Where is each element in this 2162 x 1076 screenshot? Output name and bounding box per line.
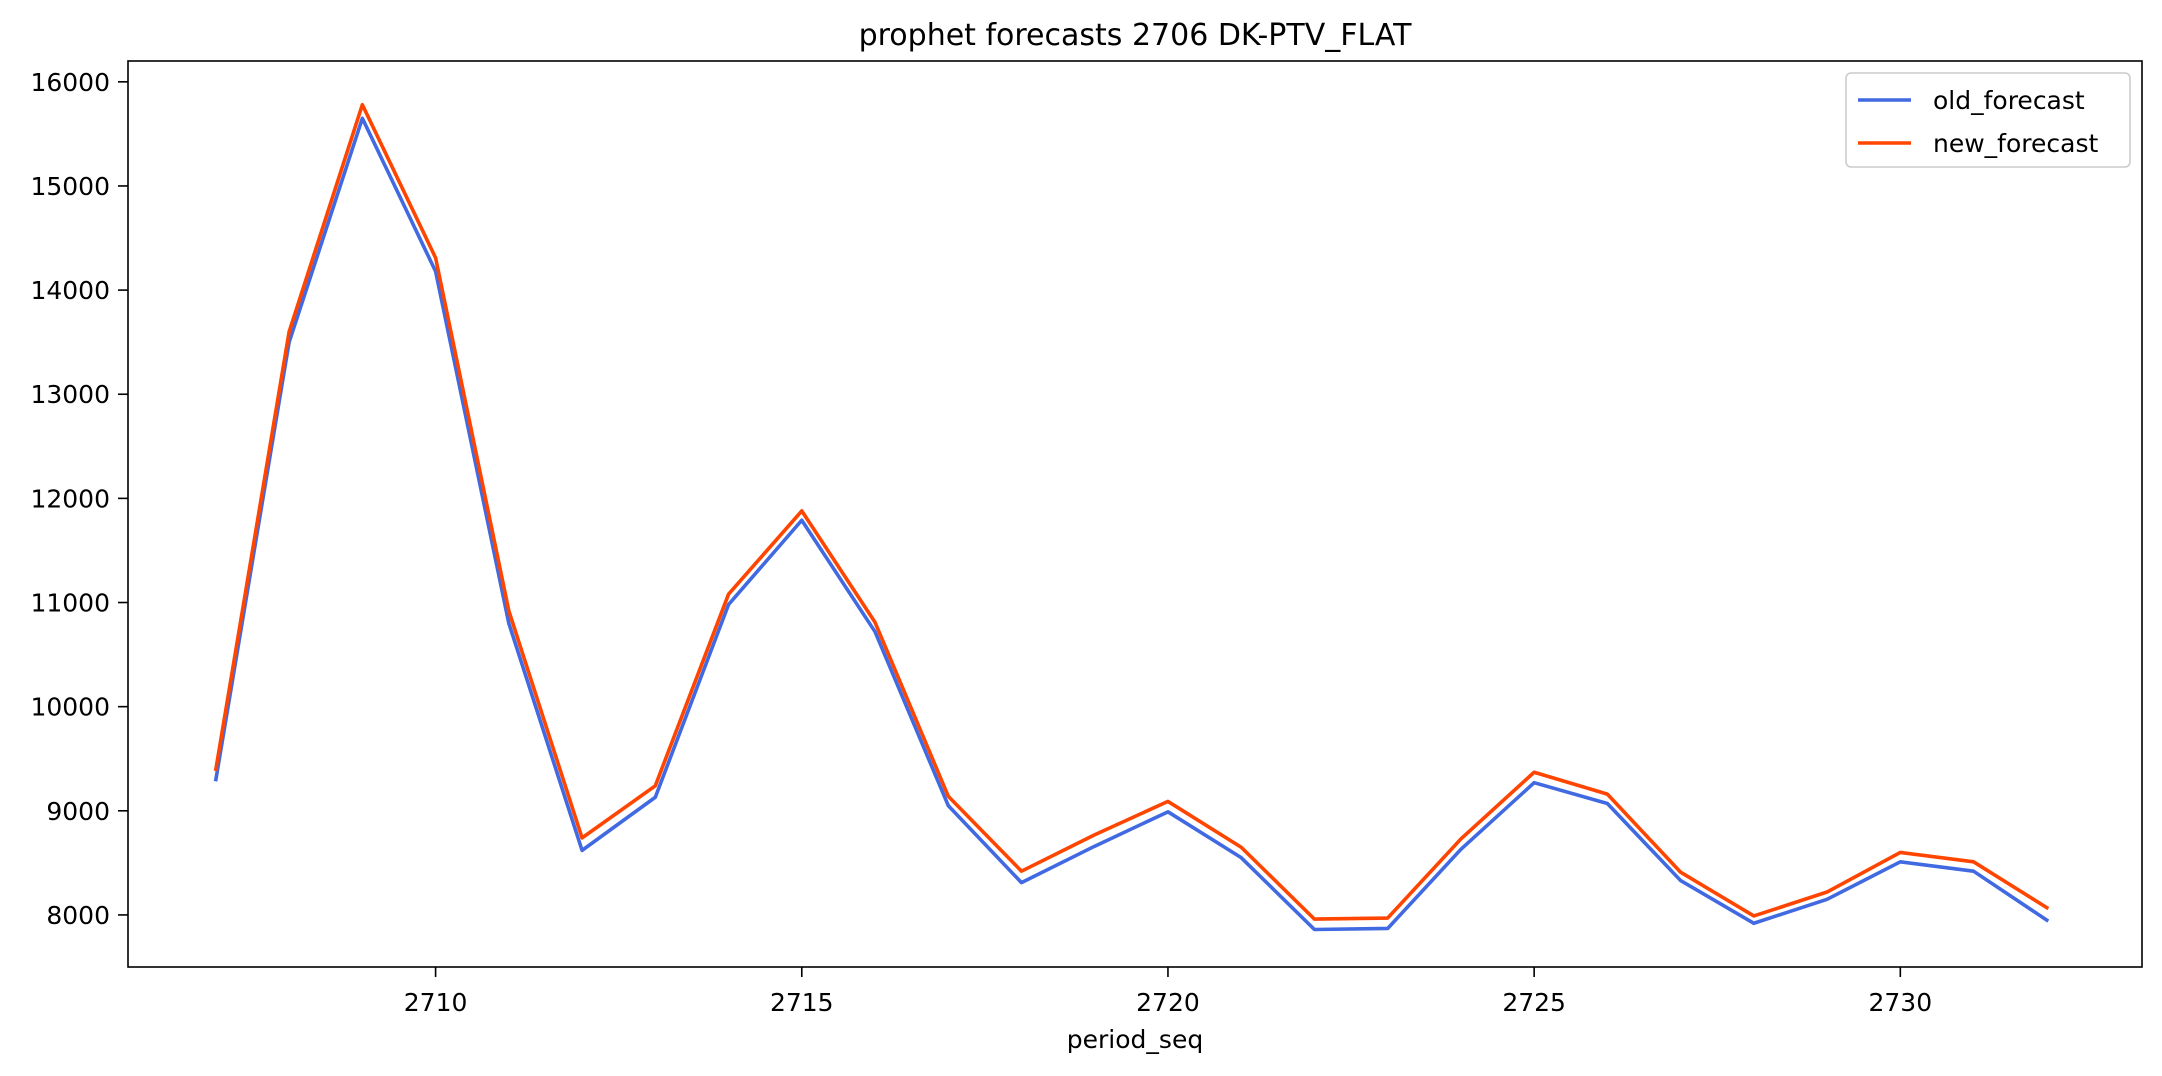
x-tick-label: 2715: [770, 988, 834, 1017]
y-tick-label: 10000: [30, 693, 110, 722]
series-line-old_forecast: [213, 116, 2050, 932]
legend-box: [1845, 72, 2131, 168]
x-tick-label: 2730: [1869, 988, 1933, 1017]
chart-title: prophet forecasts 2706 DK-PTV_FLAT: [859, 18, 1412, 53]
y-tick-label: 16000: [30, 68, 110, 97]
legend-label: new_forecast: [1933, 129, 2098, 158]
y-tick-label: 9000: [46, 797, 110, 826]
legend: old_forecast new_forecast: [1845, 72, 2131, 168]
series-old_forecast: [213, 116, 2050, 932]
y-tick-label: 13000: [30, 380, 110, 409]
x-axis-label: period_seq: [1067, 1025, 1203, 1054]
y-tick-label: 15000: [30, 172, 110, 201]
x-axis: 2710 2715 2720 2725 2730: [404, 967, 1932, 1017]
y-tick-label: 14000: [30, 276, 110, 305]
y-tick-label: 11000: [30, 589, 110, 618]
y-tick-label: 8000: [46, 901, 110, 930]
y-axis: 8000 9000 10000 11000 12000 13000 14000 15000 16…: [30, 68, 128, 930]
x-tick-label: 2710: [404, 988, 468, 1017]
x-tick-label: 2725: [1502, 988, 1566, 1017]
legend-item-old_forecast: old_forecast: [1858, 86, 2085, 115]
series-line-new_forecast: [213, 102, 2050, 921]
legend-item-new_forecast: new_forecast: [1858, 129, 2098, 158]
plot-area-frame: [127, 60, 2143, 968]
legend-label: old_forecast: [1933, 86, 2085, 115]
x-tick-label: 2720: [1136, 988, 1200, 1017]
y-tick-label: 12000: [30, 484, 110, 513]
series-new_forecast: [213, 102, 2050, 921]
